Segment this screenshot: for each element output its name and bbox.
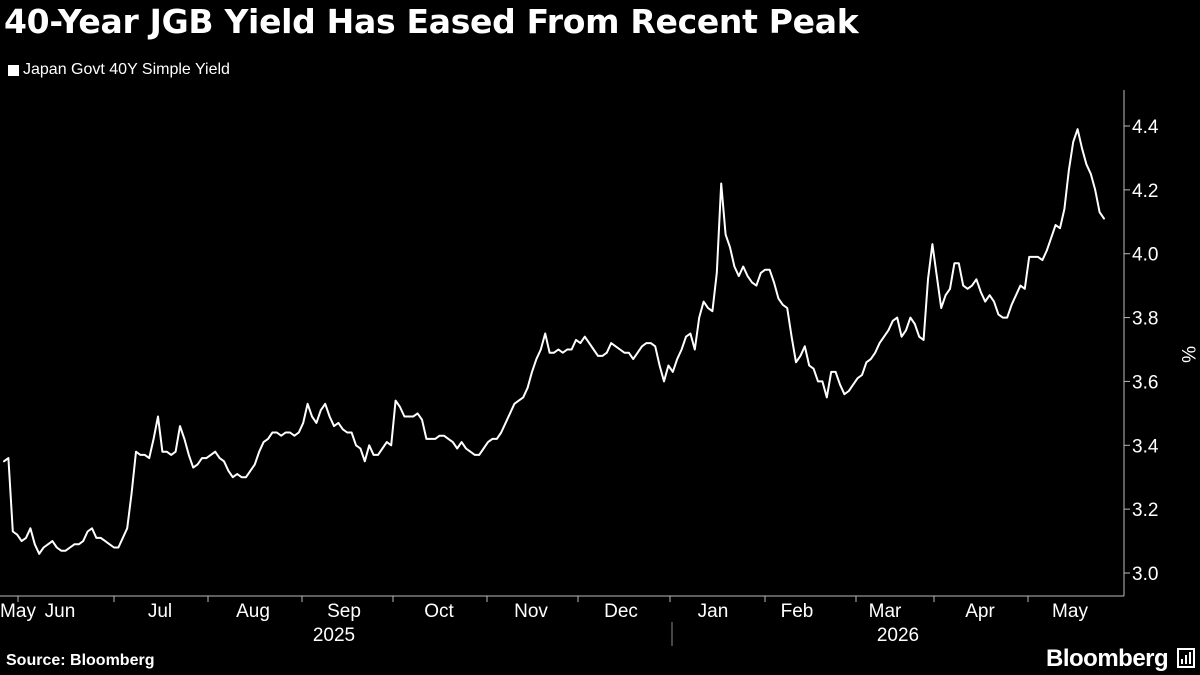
chart-title: 40-Year JGB Yield Has Eased From Recent … [4,2,859,41]
x-tick-label: Apr [965,601,995,622]
x-tick-label: Nov [514,601,548,622]
y-tick-label: 3.4 [1132,436,1159,457]
y-tick-label: 3.6 [1132,372,1158,393]
brand-logo: Bloomberg [1046,645,1169,672]
legend: Japan Govt 40Y Simple Yield [8,61,230,79]
legend-swatch [8,64,19,76]
x-tick-label: Jan [698,601,729,622]
year-label: 2026 [877,625,919,646]
source-note: Source: Bloomberg [6,652,155,669]
x-tick-label: Oct [424,601,454,622]
x-tick-label: Mar [869,601,902,622]
year-label: 2025 [313,625,355,646]
x-tick-label: Sep [327,601,361,622]
x-tick-label: Dec [604,601,638,622]
y-tick-label: 4.0 [1132,245,1158,266]
y-axis-unit-label: % [1177,346,1198,363]
x-tick-label: Jun [45,601,76,622]
x-tick-label: Aug [236,601,270,622]
x-tick-label: Jul [148,601,172,622]
series-line [3,128,1105,555]
x-tick-label: May [1052,601,1088,622]
bar-chart-icon [1177,648,1195,668]
y-tick-label: 4.2 [1132,181,1158,202]
legend-label: Japan Govt 40Y Simple Yield [23,61,230,78]
y-tick-label: 3.0 [1132,564,1158,585]
x-tick-label: Feb [781,601,814,622]
y-tick-label: 3.2 [1132,500,1158,521]
y-tick-label: 3.8 [1132,309,1158,330]
x-tick-label: May [0,601,36,622]
y-tick-label: 4.4 [1132,117,1159,138]
